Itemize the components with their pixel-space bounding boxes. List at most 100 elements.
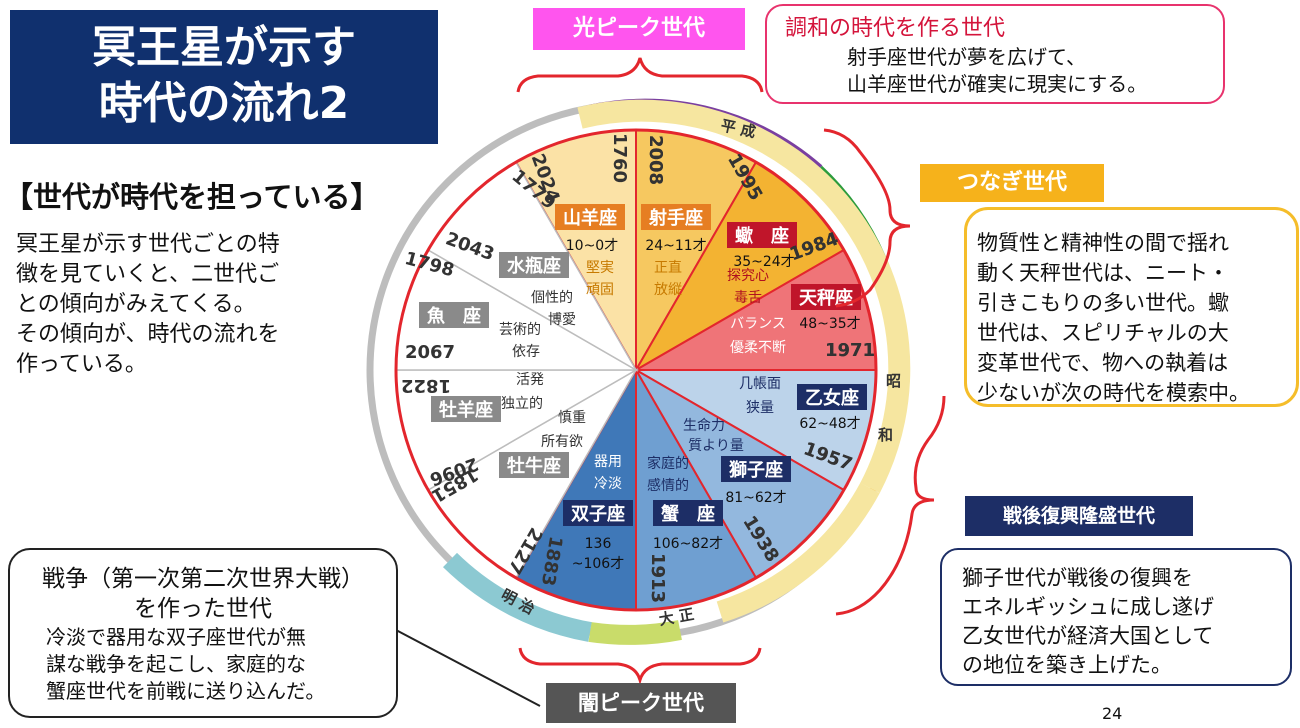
libra-line: 引きこもりの多い世代。蠍 [977,291,1229,315]
bracket-connect [823,128,911,308]
tag-connect: つなぎ世代 [920,164,1104,202]
tag-dark-peak: 闇ピーク世代 [546,683,736,723]
sign-trait-5-0: 生命力 [683,417,725,434]
sign-year-7-1: 1913 [647,553,668,603]
page-number: 24 [1102,704,1123,723]
title-line-2: 時代の流れ2 [98,78,350,129]
war-line: 謀な戦争を起こし、家庭的な [46,652,306,676]
libra-box: 物質性と精神性の間で揺れ 動く天秤世代は、ニート・ 引きこもりの多い世代。蠍 世… [964,207,1299,407]
sign-trait-3-0: バランス [730,316,786,332]
war-box: 戦争（第一次第二次世界大戦） を作った世代 冷淡で器用な双子座世代が無 謀な戦争… [8,548,398,718]
sign-name-4: 乙女座 [805,387,859,409]
sign-age-7-b: ~106才 [572,556,624,572]
sign-name-2: 蠍 座 [735,225,789,247]
war-line: 冷淡で器用な双子座世代が無 [46,625,306,649]
era-ring-meiji [443,552,592,642]
sign-name-8-bg [499,452,569,478]
era-showa-1: 昭 [886,372,901,390]
title-box: 冥王星が示す 時代の流れ2 [10,10,438,144]
sign-age-2: 35~24才 [733,254,794,270]
war-line: 蟹座世代を前戦に送り込んだ。 [46,679,326,703]
sign-name-8: 牡牛座 [507,455,561,477]
sign-trait-11-0: 個性的 [531,290,573,306]
sign-age-7-a: 136 [585,536,612,552]
sign-name-1: 射手座 [648,207,703,229]
tag-postwar: 戦後復興隆盛世代 [965,496,1193,536]
sign-trait-4-1: 狭量 [746,400,774,416]
sign-trait-3-1: 優柔不断 [730,340,786,356]
sign-trait-11-1: 博愛 [548,311,576,328]
sign-year-1-1: 2008 [645,135,666,185]
highlight-circle [394,128,878,612]
intro-line: との傾向がみえてくる。 [16,292,256,317]
sign-trait-6-0: 家庭的 [647,455,689,472]
bracket-dark-peak [518,647,762,686]
sign-trait-8-0: 慎重 [558,410,586,426]
year-capricorn-start: 1760 [609,133,630,183]
sign-trait-1-0: 正直 [654,259,682,276]
libra-line: 少ないが次の時代を模索中。 [977,381,1250,405]
libra-line: 変革世代で、物への執着は [977,351,1229,375]
leo-line: 獅子世代が戦後の復興を [962,566,1193,590]
intro-line: 作っている。 [16,352,147,377]
era-ring-taisho [588,620,682,645]
sign-year-4-1: 1971 [825,340,875,361]
sign-name-10: 魚 座 [427,305,481,327]
sign-trait-9-0: 活発 [516,372,544,388]
intro-line: 冥王星が示す世代ごとの特 [16,232,280,257]
sign-trait-0-1: 頑固 [586,282,614,298]
sign-year-0-0: 2008 [645,135,666,185]
sign-trait-6-1: 感情的 [647,477,689,494]
sign-age-0: 10~0才 [566,238,618,254]
tag-light-peak: 光ピーク世代 [533,8,745,50]
sign-age-1: 24~11才 [645,238,706,254]
era-band [577,99,911,494]
bracket-light-peak [516,57,764,93]
sign-name-1-bg [641,204,711,230]
intro-line: 徴を見ていくと、二世代ご [16,262,280,287]
war-title-1: 戦争（第一次第二次世界大戦） [42,566,364,592]
sign-name-6-bg [653,500,723,526]
era-taisho: 大 正 [658,605,696,629]
sign-trait-8-1: 所有欲 [541,434,583,450]
sign-name-5-bg [721,456,791,482]
harmony-box: 調和の時代を作る世代 射手座世代が夢を広げて、 山羊座世代が確実に現実にする。 [765,4,1225,104]
sign-name-9: 牡羊座 [439,399,493,421]
sign-name-3: 天秤座 [799,287,853,309]
sign-age-6: 106~82才 [653,536,723,552]
leo-box: 獅子世代が戦後の復興を エネルギッシュに成し遂げ 乙女世代が経済大国として の地… [940,548,1292,686]
sign-name-0: 山羊座 [563,207,617,229]
sign-year-3-0: 1971 [825,340,875,361]
libra-line: 動く天秤世代は、ニート・ [977,261,1229,285]
sign-trait-1-1: 放縦 [654,282,682,298]
bracket-postwar [835,395,946,616]
sign-trait-2-1: 毒舌 [734,290,762,306]
sign-sectors [395,128,878,612]
sign-name-3-bg [791,284,861,310]
sign-trait-2-0: 探究心 [727,268,769,284]
era-showa-2: 和 [878,426,893,444]
war-title-2: を作った世代 [134,596,272,622]
section-heading: 【世代が時代を担っている】 [4,180,380,214]
sign-name-7: 双子座 [571,503,625,525]
leo-line: 乙女世代が経済大国として [962,624,1214,648]
intro-text: 冥王星が示す世代ごとの特 徴を見ていくと、二世代ご との傾向がみえてくる。 その… [16,230,346,380]
harmony-line: 射手座世代が夢を広げて、 [847,45,1086,69]
sign-name-6: 蟹 座 [661,503,715,525]
sign-trait-10-1: 依存 [512,344,540,360]
sign-trait-5-1: 質より量 [688,438,744,454]
sign-trait-7-0: 器用 [594,454,622,470]
leo-line: の地位を築き上げた。 [962,653,1172,677]
era-band-lower [716,482,880,623]
sign-name-11: 水瓶座 [507,255,561,277]
sign-trait-10-0: 芸術的 [499,322,541,338]
sign-trait-9-1: 独立的 [501,396,543,412]
harmony-title: 調和の時代を作る世代 [785,16,1006,41]
title-line-1: 冥王星が示す [92,22,356,73]
sign-name-11-bg [499,252,569,278]
sign-age-3: 48~35才 [799,316,860,332]
intro-line: その傾向が、時代の流れを [16,322,280,347]
sign-name-5: 獅子座 [729,459,783,481]
libra-line: 世代は、スピリチャルの大 [977,321,1229,345]
